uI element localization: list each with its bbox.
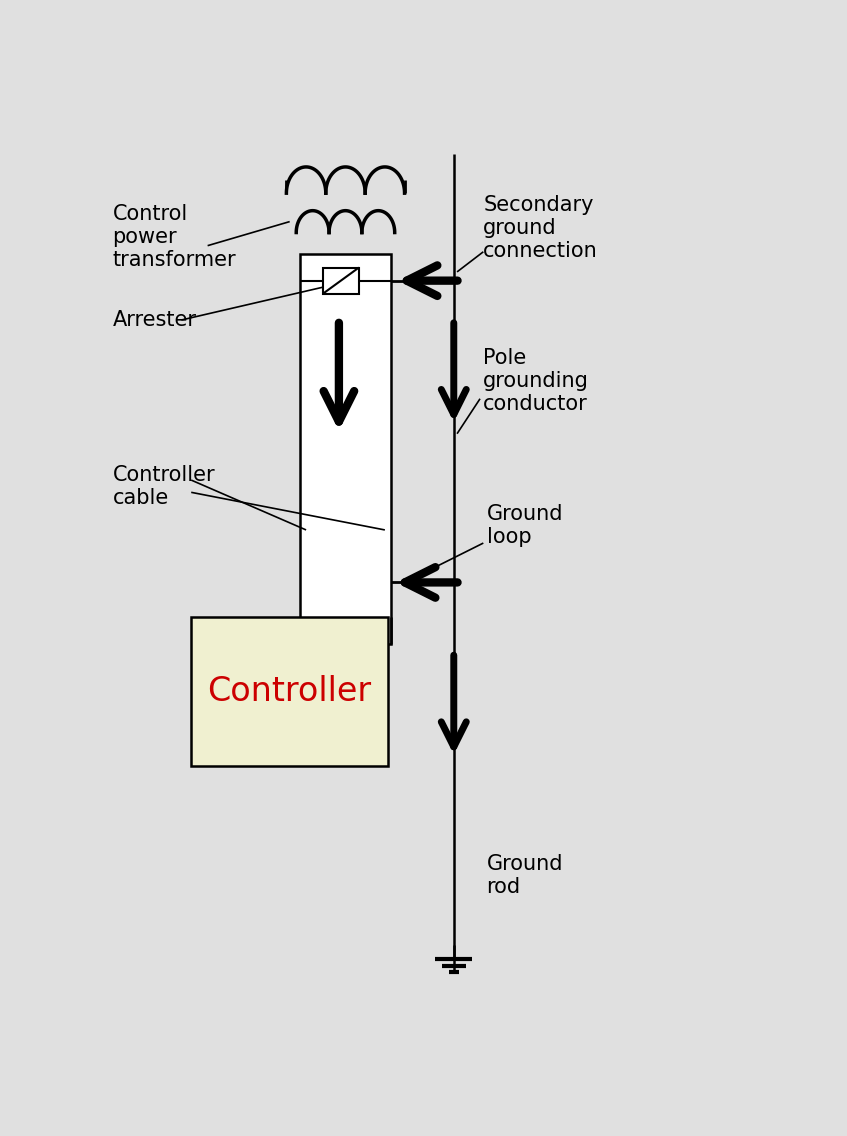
Text: Ground
loop: Ground loop	[486, 504, 563, 548]
Text: Arrester: Arrester	[113, 310, 197, 331]
Text: Secondary
ground
connection: Secondary ground connection	[484, 195, 598, 261]
Text: Control
power
transformer: Control power transformer	[113, 203, 236, 270]
Bar	[300, 254, 391, 644]
Text: Controller: Controller	[208, 675, 372, 708]
Bar	[191, 617, 388, 766]
Text: Ground
rod: Ground rod	[486, 854, 563, 897]
Bar	[323, 268, 359, 294]
Text: Pole
grounding
conductor: Pole grounding conductor	[484, 348, 590, 415]
Text: Controller
cable: Controller cable	[113, 465, 215, 508]
